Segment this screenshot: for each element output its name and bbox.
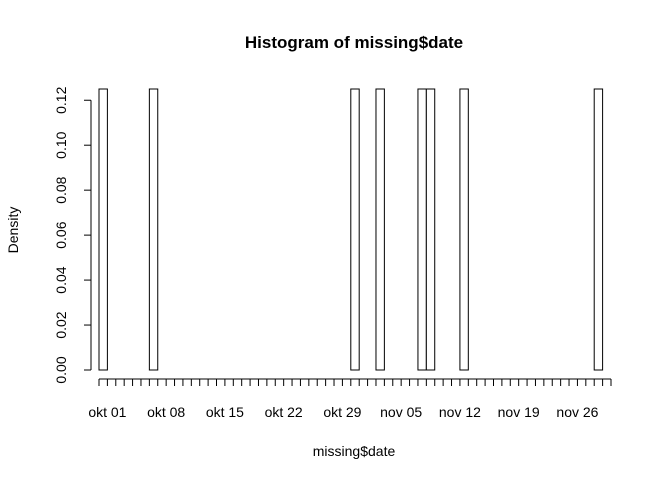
- y-tick-label: 0.08: [53, 176, 69, 203]
- x-tick-label: okt 29: [323, 404, 361, 420]
- x-tick-label: okt 08: [147, 404, 185, 420]
- y-tick-label: 0.02: [53, 311, 69, 338]
- y-tick-label: 0.12: [53, 86, 69, 113]
- histogram-bar: [375, 88, 385, 371]
- histogram-bar: [459, 88, 469, 371]
- x-tick-label: nov 19: [498, 404, 540, 420]
- y-tick-label: 0.06: [53, 221, 69, 248]
- x-tick-label: okt 22: [265, 404, 303, 420]
- histogram-bar: [148, 88, 159, 371]
- histogram-bar: [417, 88, 427, 371]
- histogram-bar: [98, 88, 108, 371]
- x-axis: okt 01 okt 08 okt 15 okt 22 okt 29 nov 05 nov …: [88, 378, 612, 420]
- histogram-bar: [350, 88, 360, 371]
- x-tick-label: okt 01: [88, 404, 126, 420]
- x-tick-label: okt 15: [206, 404, 244, 420]
- y-tick-label: 0.10: [53, 131, 69, 158]
- x-axis-label: missing$date: [313, 443, 396, 459]
- histogram-bar: [425, 88, 436, 371]
- chart-title: Histogram of missing$date: [245, 33, 463, 52]
- bars-group: [98, 88, 604, 371]
- y-tick-label: 0.00: [53, 356, 69, 383]
- y-axis: 0.00 0.02 0.04 0.06 0.08 0.10 0.12: [53, 86, 92, 384]
- x-tick-label: nov 26: [556, 404, 598, 420]
- histogram-bar: [593, 88, 604, 371]
- x-tick-label: nov 12: [439, 404, 481, 420]
- y-tick-label: 0.04: [53, 266, 69, 293]
- x-tick-label: nov 05: [380, 404, 422, 420]
- y-axis-label: Density: [5, 207, 21, 254]
